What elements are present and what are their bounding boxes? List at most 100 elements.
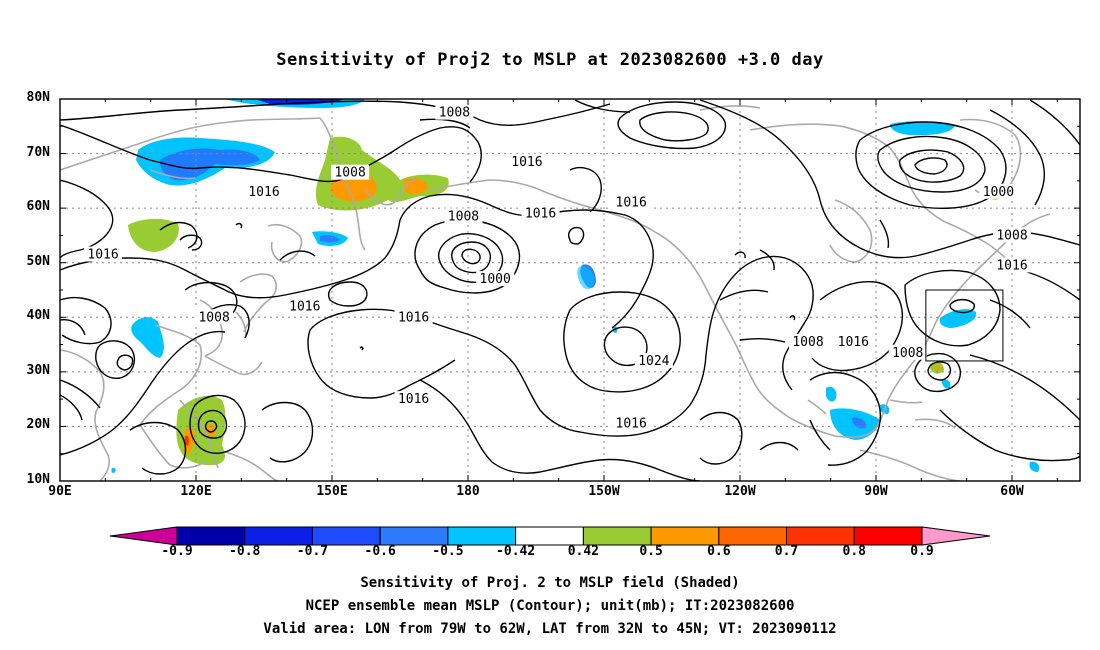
longitude-label: 180: [456, 484, 480, 499]
mslp-contour: [809, 371, 881, 411]
negative-sensitivity-region: [131, 317, 164, 358]
coastline: [829, 199, 873, 263]
coastline: [179, 399, 219, 469]
mslp-contour: [409, 359, 456, 386]
contour-label-bg: [331, 164, 370, 180]
colorbar-swatch: [582, 526, 652, 546]
coastline: [789, 417, 873, 438]
mslp-contour: [914, 157, 948, 175]
coastline: [914, 418, 956, 429]
mslp-contour: [149, 330, 226, 386]
colorbar-swatch: [244, 526, 313, 546]
caption-line-2: NCEP ensemble mean MSLP (Contour); unit(…: [305, 598, 795, 614]
negative-sensitivity-region: [320, 235, 340, 243]
negative-sensitivity-region: [852, 417, 867, 429]
mslp-contour: [811, 357, 851, 372]
mslp-contour: [579, 354, 707, 437]
coastline: [319, 117, 366, 251]
colorbar-label: -0.5: [432, 544, 464, 559]
mslp-contour: [60, 257, 226, 291]
mslp-contour: [60, 296, 112, 345]
contour-label: 1016: [398, 310, 429, 325]
contour-label-bg: [993, 227, 1031, 243]
positive-sensitivity-region: [935, 365, 941, 371]
mslp-contour: [469, 334, 581, 433]
mslp-contour: [60, 124, 346, 183]
latitude-label: 50N: [26, 253, 50, 269]
mslp-contour: [359, 346, 364, 351]
mslp-contour: [60, 100, 611, 126]
contour-label: 1008: [996, 228, 1027, 243]
negative-sensitivity-region: [939, 309, 977, 328]
coastline: [429, 179, 546, 193]
colorbar-swatch: [786, 526, 855, 546]
coastline: [807, 399, 827, 415]
negative-sensitivity-region: [577, 266, 595, 290]
mslp-contour: [904, 284, 921, 331]
negative-sensitivity-region: [890, 121, 955, 136]
contour-label-bg: [507, 153, 546, 169]
mslp-contour: [461, 248, 481, 265]
contour-label: 1016: [87, 248, 118, 263]
colorbar-label: 0.42: [567, 544, 600, 559]
mslp-contour: [204, 420, 218, 433]
colorbar-swatch: [176, 526, 246, 546]
mslp-contour: [809, 419, 831, 451]
coastline: [749, 123, 891, 149]
mslp-contour: [344, 219, 401, 281]
mslp-contour: [184, 281, 238, 315]
latitude-label: 40N: [26, 308, 50, 324]
mslp-contour: [261, 401, 314, 463]
contour-label: 1024: [638, 354, 669, 369]
negative-sensitivity-region: [255, 99, 345, 105]
mslp-contour: [914, 352, 962, 393]
colorbar-swatch: [447, 526, 517, 546]
mslp-contour: [574, 99, 631, 113]
coastline: [149, 169, 196, 180]
colorbar-swatch: [379, 526, 449, 546]
negative-sensitivity-region: [111, 467, 116, 473]
colorbar-swatch: [853, 526, 923, 546]
coastline: [364, 177, 416, 206]
mslp-contour: [611, 244, 654, 329]
mslp-contour: [399, 193, 541, 221]
colorbar-high-end: [921, 526, 991, 546]
negative-sensitivity-region: [826, 386, 837, 402]
mslp-contour: [307, 329, 411, 399]
mslp-contours: [60, 99, 1080, 481]
chart-title: Sensitivity of Proj2 to MSLP at 20230826…: [276, 50, 824, 70]
contour-label-bg: [435, 104, 474, 120]
contour-label-bg: [979, 183, 1018, 199]
mslp-contour: [309, 308, 471, 336]
colorbar-label: 0.7: [774, 544, 799, 559]
coastline: [959, 118, 1022, 196]
mslp-contour: [879, 219, 890, 249]
contour-label-bg: [888, 344, 927, 360]
coastline: [199, 299, 224, 357]
mslp-contour: [60, 394, 83, 421]
colorbar-swatch: [650, 526, 720, 546]
mslp-contour: [639, 111, 709, 142]
latitude-label: 30N: [26, 362, 50, 378]
mslp-contour: [855, 121, 1007, 209]
colorbar-swatch: [515, 526, 584, 546]
mslp-contour: [419, 118, 471, 129]
contour-label: 1008: [448, 209, 479, 224]
positive-sensitivity-region: [205, 424, 216, 437]
mslp-contour: [1019, 269, 1080, 301]
colorbar-label: -0.42: [496, 544, 536, 559]
mslp-contour: [60, 379, 101, 409]
colorbar-low-end: [109, 526, 178, 546]
mslp-contour: [989, 299, 1031, 329]
contour-label-bg: [789, 333, 827, 349]
mslp-contour: [539, 209, 653, 246]
mslp-contour: [60, 179, 114, 259]
mslp-contour: [60, 384, 151, 456]
positive-sensitivity-region: [184, 435, 189, 446]
contour-label-bg: [394, 309, 433, 325]
mslp-contour: [569, 167, 602, 213]
mslp-contour: [877, 135, 986, 193]
latitude-label: 80N: [26, 90, 50, 105]
mslp-contour: [699, 411, 743, 465]
contour-label-bg: [993, 257, 1031, 273]
